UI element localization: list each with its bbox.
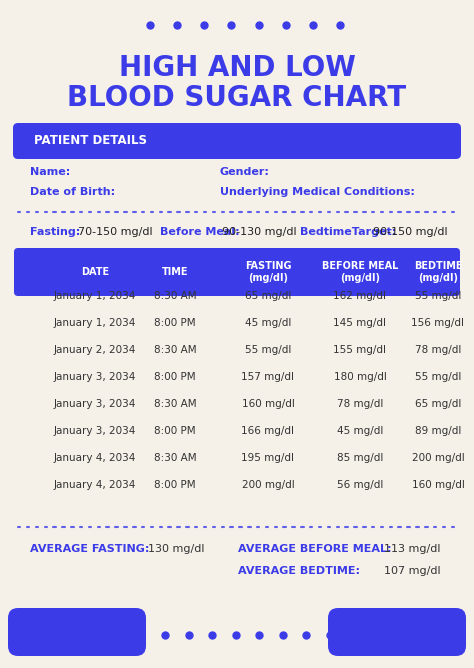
- Text: Before Meal:: Before Meal:: [160, 227, 240, 237]
- Text: DATE: DATE: [81, 267, 109, 277]
- FancyBboxPatch shape: [13, 123, 461, 159]
- Text: BLOOD SUGAR CHART: BLOOD SUGAR CHART: [67, 84, 407, 112]
- Text: BEDTIME
(mg/dl): BEDTIME (mg/dl): [414, 261, 462, 283]
- Text: 107 mg/dl: 107 mg/dl: [384, 566, 441, 576]
- Text: 8:30 AM: 8:30 AM: [154, 453, 196, 463]
- Text: 8:00 PM: 8:00 PM: [154, 426, 196, 436]
- Text: Fasting:: Fasting:: [30, 227, 80, 237]
- Text: 8:00 PM: 8:00 PM: [154, 480, 196, 490]
- Text: 8:30 AM: 8:30 AM: [154, 291, 196, 301]
- Text: 65 mg/dl: 65 mg/dl: [415, 399, 461, 409]
- Text: 8:00 PM: 8:00 PM: [154, 372, 196, 382]
- Text: 145 mg/dl: 145 mg/dl: [334, 318, 386, 328]
- Text: 200 mg/dl: 200 mg/dl: [242, 480, 294, 490]
- Text: 90-150 mg/dl: 90-150 mg/dl: [373, 227, 447, 237]
- Text: 156 mg/dl: 156 mg/dl: [411, 318, 465, 328]
- Text: January 3, 2034: January 3, 2034: [54, 399, 136, 409]
- Text: January 4, 2034: January 4, 2034: [54, 453, 136, 463]
- Text: 55 mg/dl: 55 mg/dl: [245, 345, 291, 355]
- Text: 55 mg/dl: 55 mg/dl: [415, 291, 461, 301]
- Text: 166 mg/dl: 166 mg/dl: [241, 426, 294, 436]
- Text: Date of Birth:: Date of Birth:: [30, 187, 115, 197]
- Text: 162 mg/dl: 162 mg/dl: [334, 291, 386, 301]
- Text: 89 mg/dl: 89 mg/dl: [415, 426, 461, 436]
- Text: 155 mg/dl: 155 mg/dl: [334, 345, 386, 355]
- Text: Underlying Medical Conditions:: Underlying Medical Conditions:: [220, 187, 415, 197]
- Text: 160 mg/dl: 160 mg/dl: [411, 480, 465, 490]
- Text: PATIENT DETAILS: PATIENT DETAILS: [34, 134, 147, 148]
- Text: 8:30 AM: 8:30 AM: [154, 345, 196, 355]
- Text: 78 mg/dl: 78 mg/dl: [337, 399, 383, 409]
- Text: 8:00 PM: 8:00 PM: [154, 318, 196, 328]
- Text: 160 mg/dl: 160 mg/dl: [242, 399, 294, 409]
- FancyBboxPatch shape: [328, 608, 466, 656]
- Text: January 1, 2034: January 1, 2034: [54, 291, 136, 301]
- Text: 56 mg/dl: 56 mg/dl: [337, 480, 383, 490]
- Text: Gender:: Gender:: [220, 167, 270, 177]
- FancyBboxPatch shape: [14, 248, 460, 296]
- Text: AVERAGE BEFORE MEAL:: AVERAGE BEFORE MEAL:: [238, 544, 392, 554]
- Text: January 3, 2034: January 3, 2034: [54, 426, 136, 436]
- Text: January 4, 2034: January 4, 2034: [54, 480, 136, 490]
- Text: January 1, 2034: January 1, 2034: [54, 318, 136, 328]
- Text: 78 mg/dl: 78 mg/dl: [415, 345, 461, 355]
- Text: 200 mg/dl: 200 mg/dl: [411, 453, 465, 463]
- Text: HIGH AND LOW: HIGH AND LOW: [118, 54, 356, 82]
- Text: 180 mg/dl: 180 mg/dl: [334, 372, 386, 382]
- Text: AVERAGE FASTING:: AVERAGE FASTING:: [30, 544, 149, 554]
- Text: 90-130 mg/dl: 90-130 mg/dl: [222, 227, 297, 237]
- Text: BEFORE MEAL
(mg/dl): BEFORE MEAL (mg/dl): [322, 261, 398, 283]
- Text: 8:30 AM: 8:30 AM: [154, 399, 196, 409]
- Text: 45 mg/dl: 45 mg/dl: [337, 426, 383, 436]
- Text: 70-150 mg/dl: 70-150 mg/dl: [78, 227, 153, 237]
- Text: 65 mg/dl: 65 mg/dl: [245, 291, 291, 301]
- Text: January 2, 2034: January 2, 2034: [54, 345, 136, 355]
- FancyBboxPatch shape: [8, 608, 146, 656]
- Text: 85 mg/dl: 85 mg/dl: [337, 453, 383, 463]
- Text: AVERAGE BEDTIME:: AVERAGE BEDTIME:: [238, 566, 360, 576]
- Text: 113 mg/dl: 113 mg/dl: [384, 544, 440, 554]
- Text: Name:: Name:: [30, 167, 70, 177]
- Text: 195 mg/dl: 195 mg/dl: [241, 453, 294, 463]
- Text: TIME: TIME: [162, 267, 188, 277]
- Text: 45 mg/dl: 45 mg/dl: [245, 318, 291, 328]
- Text: 55 mg/dl: 55 mg/dl: [415, 372, 461, 382]
- Text: FASTING
(mg/dl): FASTING (mg/dl): [245, 261, 291, 283]
- Text: 130 mg/dl: 130 mg/dl: [148, 544, 204, 554]
- Text: 157 mg/dl: 157 mg/dl: [241, 372, 294, 382]
- Text: BedtimeTarget:: BedtimeTarget:: [300, 227, 396, 237]
- Text: January 3, 2034: January 3, 2034: [54, 372, 136, 382]
